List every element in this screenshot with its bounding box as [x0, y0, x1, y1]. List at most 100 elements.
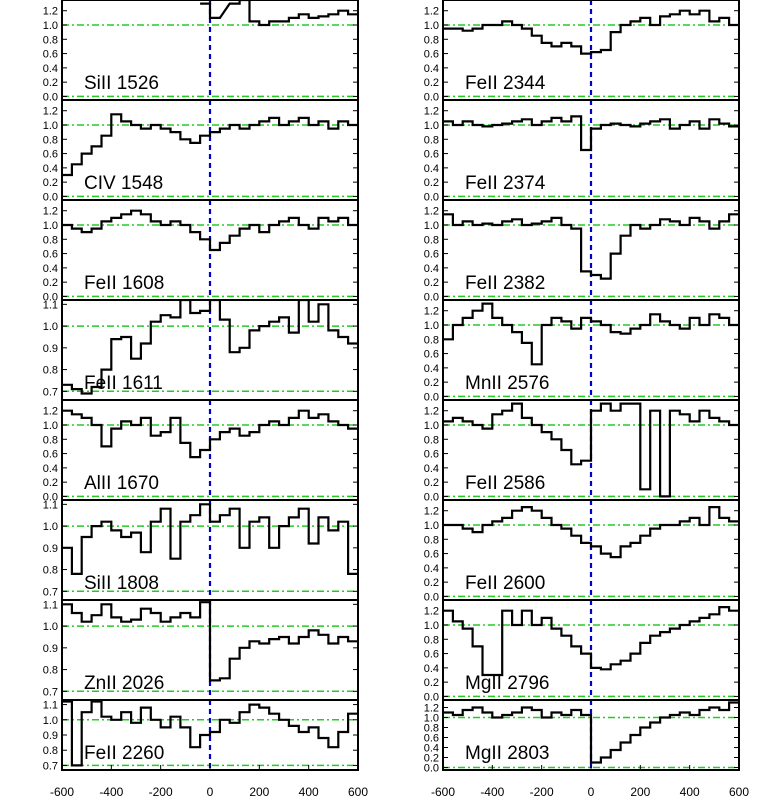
y-tick-label-8-2: 0.4: [424, 63, 439, 75]
x-tick-label-1-3: 0: [588, 785, 595, 799]
panel-label-3: FeII 1611: [84, 373, 163, 394]
spectrum-step-line-9: [443, 115, 739, 152]
panel-label-1: CIV 1548: [84, 173, 163, 194]
x-tick-label-0-6: 600: [348, 785, 368, 799]
y-tick-label-2-3: 0.6: [43, 249, 58, 261]
y-tick-label-2-2: 0.4: [43, 263, 58, 275]
y-tick-label-4-0: 0.0: [43, 491, 58, 503]
y-tick-label-1-1: 0.2: [43, 177, 58, 189]
y-tick-label-9-5: 1.0: [424, 120, 439, 132]
panel-label-13: FeII 2600: [465, 573, 545, 594]
y-tick-label-9-0: 0.0: [424, 191, 439, 203]
spectrum-step-line-5: [62, 503, 358, 575]
y-tick-label-15-0: 0.0: [424, 763, 439, 775]
y-tick-label-9-3: 0.6: [424, 149, 439, 161]
x-tick-label-0-3: 0: [207, 785, 214, 799]
y-tick-label-12-4: 0.8: [424, 434, 439, 446]
y-tick-label-12-0: 0.0: [424, 491, 439, 503]
y-tick-label-12-2: 0.4: [424, 463, 439, 475]
y-tick-label-2-1: 0.2: [43, 277, 58, 289]
y-tick-label-1-2: 0.4: [43, 163, 58, 175]
y-tick-label-10-1: 0.2: [424, 277, 439, 289]
y-tick-label-10-6: 1.2: [424, 206, 439, 218]
y-tick-label-0-0: 0.0: [43, 91, 58, 103]
y-tick-label-11-0: 0.0: [424, 391, 439, 403]
y-tick-label-8-5: 1.0: [424, 20, 439, 32]
y-tick-label-14-2: 0.4: [424, 663, 439, 675]
y-tick-label-13-4: 0.8: [424, 534, 439, 546]
y-tick-label-10-2: 0.4: [424, 263, 439, 275]
spectrum-step-line-7: [62, 700, 358, 767]
y-tick-label-4-5: 1.0: [43, 420, 58, 432]
y-tick-label-12-1: 0.2: [424, 477, 439, 489]
y-tick-label-7-3: 1.0: [43, 715, 58, 727]
y-tick-label-6-3: 1.0: [43, 621, 58, 633]
y-tick-label-9-4: 0.8: [424, 134, 439, 146]
y-tick-label-8-1: 0.2: [424, 77, 439, 89]
y-tick-label-10-0: 0.0: [424, 291, 439, 303]
spectrum-step-line-13: [443, 506, 739, 559]
y-tick-label-10-4: 0.8: [424, 234, 439, 246]
y-tick-label-0-4: 0.8: [43, 34, 58, 46]
spectrum-step-line-12: [443, 402, 739, 498]
y-tick-label-14-4: 0.8: [424, 634, 439, 646]
spectrum-step-line-6: [62, 601, 358, 682]
y-tick-label-6-2: 0.9: [43, 643, 58, 655]
y-tick-label-10-5: 1.0: [424, 220, 439, 232]
y-tick-label-9-1: 0.2: [424, 177, 439, 189]
x-tick-label-0-0: -600: [50, 785, 74, 799]
spectrum-step-line-15: [443, 701, 739, 764]
panel-label-0: SiII 1526: [84, 73, 159, 94]
x-tick-label-1-1: -400: [480, 785, 504, 799]
y-tick-label-14-5: 1.0: [424, 620, 439, 632]
y-tick-label-1-3: 0.6: [43, 149, 58, 161]
y-tick-label-15-5: 1.0: [424, 713, 439, 725]
y-tick-label-1-5: 1.0: [43, 120, 58, 132]
y-tick-label-1-0: 0.0: [43, 191, 58, 203]
y-tick-label-10-3: 0.6: [424, 249, 439, 261]
spectrum-step-line-2: [62, 209, 358, 252]
y-tick-label-13-5: 1.0: [424, 520, 439, 532]
y-tick-label-15-3: 0.6: [424, 733, 439, 745]
y-tick-label-14-0: 0.0: [424, 691, 439, 703]
panel-label-6: ZnII 2026: [84, 673, 164, 694]
y-tick-label-4-1: 0.2: [43, 477, 58, 489]
spectrum-step-line-3: [62, 300, 358, 395]
y-tick-label-2-6: 1.2: [43, 206, 58, 218]
y-tick-label-12-3: 0.6: [424, 449, 439, 461]
y-tick-label-0-6: 1.2: [43, 6, 58, 18]
panel-label-8: FeII 2344: [465, 73, 546, 94]
y-tick-label-2-4: 0.8: [43, 234, 58, 246]
spectrum-step-line-11: [443, 302, 739, 366]
panel-label-10: FeII 2382: [465, 273, 545, 294]
y-tick-label-15-1: 0.2: [424, 753, 439, 765]
y-tick-label-14-1: 0.2: [424, 677, 439, 689]
y-tick-label-11-5: 1.0: [424, 320, 439, 332]
panel-label-11: MnII 2576: [465, 373, 550, 394]
y-tick-label-5-0: 0.7: [43, 586, 58, 598]
x-tick-label-0-4: 200: [249, 785, 269, 799]
y-tick-label-6-4: 1.1: [43, 599, 58, 611]
spectrum-step-line-1: [62, 113, 358, 177]
spectrum-step-line-8: [443, 9, 739, 55]
x-tick-label-0-2: -200: [149, 785, 173, 799]
y-tick-label-3-0: 0.7: [43, 386, 58, 398]
y-tick-label-5-2: 0.9: [43, 543, 58, 555]
y-tick-label-7-4: 1.1: [43, 700, 58, 712]
y-tick-label-13-6: 1.2: [424, 506, 439, 518]
spectrum-step-line-10: [443, 213, 739, 280]
x-tick-label-1-5: 400: [680, 785, 700, 799]
y-tick-label-3-3: 1.0: [43, 321, 58, 333]
y-tick-label-0-3: 0.6: [43, 49, 58, 61]
y-tick-label-13-3: 0.6: [424, 549, 439, 561]
panel-label-9: FeII 2374: [465, 173, 546, 194]
y-tick-label-13-2: 0.4: [424, 563, 439, 575]
y-tick-label-5-4: 1.1: [43, 499, 58, 511]
y-tick-label-1-6: 1.2: [43, 106, 58, 118]
spectrum-step-line-4: [62, 409, 358, 459]
y-tick-label-3-1: 0.8: [43, 365, 58, 377]
y-tick-label-7-0: 0.7: [43, 760, 58, 772]
spectrum-step-line-14: [443, 606, 739, 677]
y-tick-label-11-2: 0.4: [424, 363, 439, 375]
